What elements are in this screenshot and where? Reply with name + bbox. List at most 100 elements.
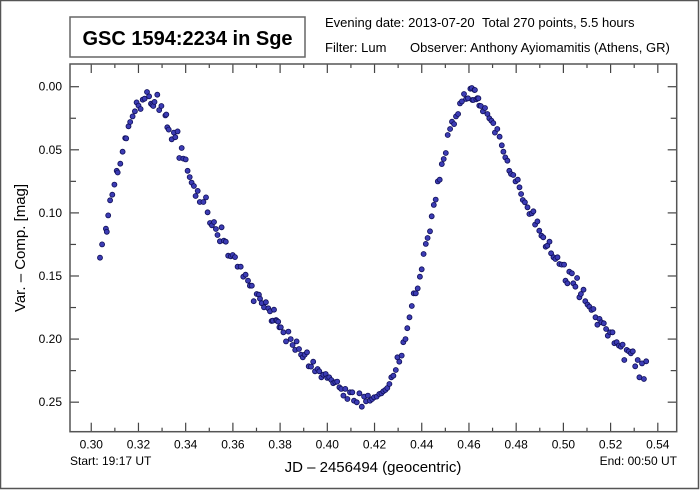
data-point bbox=[436, 176, 443, 183]
data-point bbox=[574, 275, 580, 281]
data-point bbox=[482, 105, 488, 111]
data-point bbox=[289, 342, 296, 348]
data-point bbox=[242, 271, 249, 278]
data-point bbox=[293, 338, 300, 345]
data-point bbox=[194, 187, 201, 194]
data-point bbox=[105, 212, 112, 219]
data-point bbox=[496, 133, 503, 140]
x-tick-label: 0.44 bbox=[410, 438, 434, 452]
y-tick-label: 0.00 bbox=[39, 80, 63, 94]
data-point bbox=[248, 282, 255, 289]
data-point bbox=[340, 392, 347, 399]
data-point bbox=[163, 111, 170, 118]
data-point bbox=[353, 399, 360, 406]
data-point bbox=[203, 194, 209, 201]
y-tick-label: 0.20 bbox=[39, 332, 63, 346]
data-point bbox=[212, 226, 219, 232]
data-point bbox=[204, 209, 211, 216]
data-point bbox=[522, 199, 528, 206]
data-point bbox=[475, 95, 482, 102]
data-point bbox=[572, 283, 579, 290]
x-tick-label: 0.50 bbox=[552, 438, 576, 452]
x-tick-label: 0.48 bbox=[504, 438, 528, 452]
data-point bbox=[440, 156, 447, 162]
data-point bbox=[184, 167, 191, 174]
data-point bbox=[262, 299, 269, 306]
data-point bbox=[192, 193, 199, 199]
data-point bbox=[524, 204, 531, 211]
data-point bbox=[540, 234, 547, 241]
data-point bbox=[131, 108, 138, 115]
data-point bbox=[182, 156, 189, 163]
data-point bbox=[308, 363, 314, 370]
data-point bbox=[600, 320, 607, 327]
data-point bbox=[296, 346, 302, 352]
data-point bbox=[271, 306, 277, 313]
data-point bbox=[634, 357, 641, 363]
data-point bbox=[461, 91, 467, 97]
data-point bbox=[237, 263, 244, 270]
data-point bbox=[420, 251, 427, 257]
end-time: End: 00:50 UT bbox=[600, 454, 678, 468]
x-tick-label: 0.54 bbox=[646, 438, 670, 452]
total-points: Total 270 points, 5.5 hours bbox=[482, 15, 635, 30]
data-point bbox=[310, 358, 317, 365]
data-point bbox=[137, 106, 144, 112]
title-box bbox=[69, 16, 306, 58]
data-point bbox=[641, 376, 647, 382]
tick-labels: 0.30 0.32 0.34 0.36 0.38 0.40 0.42 0.44 0.46 0.48… bbox=[39, 80, 670, 452]
data-point bbox=[275, 318, 282, 325]
data-point bbox=[424, 235, 431, 241]
data-point bbox=[406, 314, 413, 321]
data-point bbox=[114, 169, 121, 176]
data-point bbox=[500, 148, 507, 155]
data-point bbox=[344, 396, 351, 402]
data-point bbox=[455, 111, 462, 117]
data-point bbox=[127, 119, 134, 125]
data-point bbox=[190, 183, 197, 189]
data-point bbox=[129, 113, 136, 120]
data-point bbox=[451, 121, 458, 127]
data-point bbox=[471, 87, 478, 93]
x-tick-label: 0.42 bbox=[363, 438, 387, 452]
data-point bbox=[569, 270, 575, 277]
data-point bbox=[402, 336, 409, 343]
data-point bbox=[504, 157, 511, 164]
data-point bbox=[396, 358, 403, 365]
data-point bbox=[564, 280, 571, 287]
data-point bbox=[165, 126, 172, 133]
data-point bbox=[632, 363, 639, 370]
data-point bbox=[412, 290, 419, 297]
y-tick-label: 0.25 bbox=[39, 395, 63, 409]
data-point bbox=[514, 176, 521, 183]
data-point bbox=[432, 196, 439, 203]
x-tick-label: 0.30 bbox=[80, 438, 104, 452]
data-point bbox=[158, 103, 165, 109]
data-point bbox=[386, 381, 393, 387]
y-tick-label: 0.10 bbox=[39, 206, 63, 220]
data-point bbox=[580, 286, 587, 293]
observer-label: Observer: Anthony Ayiomamitis (Athens, G… bbox=[410, 40, 670, 55]
data-point bbox=[392, 367, 399, 373]
data-point bbox=[534, 218, 541, 225]
data-point bbox=[107, 197, 113, 204]
data-point bbox=[510, 172, 517, 178]
data-point bbox=[111, 181, 118, 188]
data-point bbox=[430, 201, 437, 208]
data-point bbox=[151, 99, 158, 105]
data-point bbox=[285, 328, 292, 335]
data-point bbox=[427, 228, 433, 235]
axis-ticks bbox=[70, 64, 677, 432]
data-point bbox=[498, 142, 505, 149]
data-point bbox=[250, 298, 257, 305]
x-axis-label: JD – 2456494 (geocentric) bbox=[285, 459, 462, 476]
data-point bbox=[422, 240, 429, 247]
data-point bbox=[390, 372, 397, 379]
data-point bbox=[490, 120, 497, 126]
data-point bbox=[141, 95, 148, 102]
x-tick-label: 0.52 bbox=[599, 438, 623, 452]
plot-frame bbox=[69, 63, 678, 433]
data-point bbox=[398, 352, 405, 359]
data-point bbox=[222, 238, 229, 245]
